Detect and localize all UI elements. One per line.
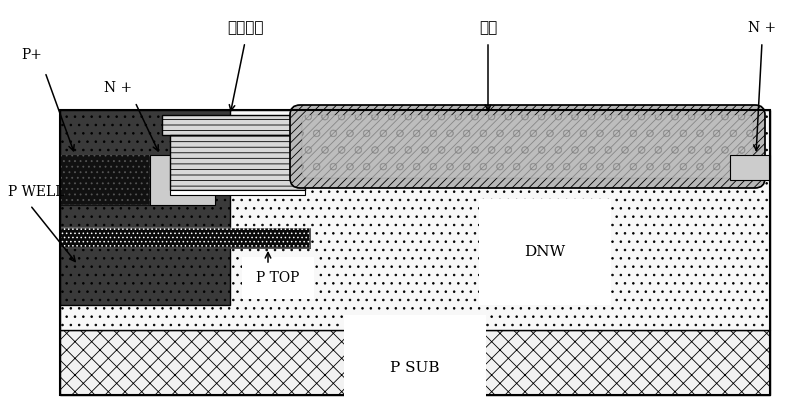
Bar	[60, 228, 310, 248]
Bar	[162, 115, 315, 135]
Bar	[60, 110, 770, 330]
Text: P TOP: P TOP	[256, 271, 300, 285]
Bar	[60, 110, 770, 395]
Bar	[60, 330, 770, 395]
Bar	[60, 110, 230, 305]
Text: 多晶硅栊: 多晶硅栊	[226, 20, 263, 36]
Text: N +: N +	[748, 21, 776, 35]
Text: 场氧: 场氧	[479, 20, 497, 36]
Bar	[60, 155, 150, 205]
Bar	[170, 190, 305, 195]
Text: N +: N +	[104, 81, 132, 95]
FancyBboxPatch shape	[290, 105, 765, 188]
Text: P SUB: P SUB	[390, 361, 440, 375]
Bar	[170, 135, 305, 190]
FancyBboxPatch shape	[302, 115, 753, 178]
Text: P+: P+	[22, 48, 42, 62]
Text: DNW: DNW	[525, 245, 566, 259]
Bar	[730, 155, 770, 180]
Text: P WELL: P WELL	[8, 185, 65, 199]
Bar	[60, 228, 310, 248]
Bar	[150, 155, 215, 205]
Bar	[60, 155, 150, 205]
